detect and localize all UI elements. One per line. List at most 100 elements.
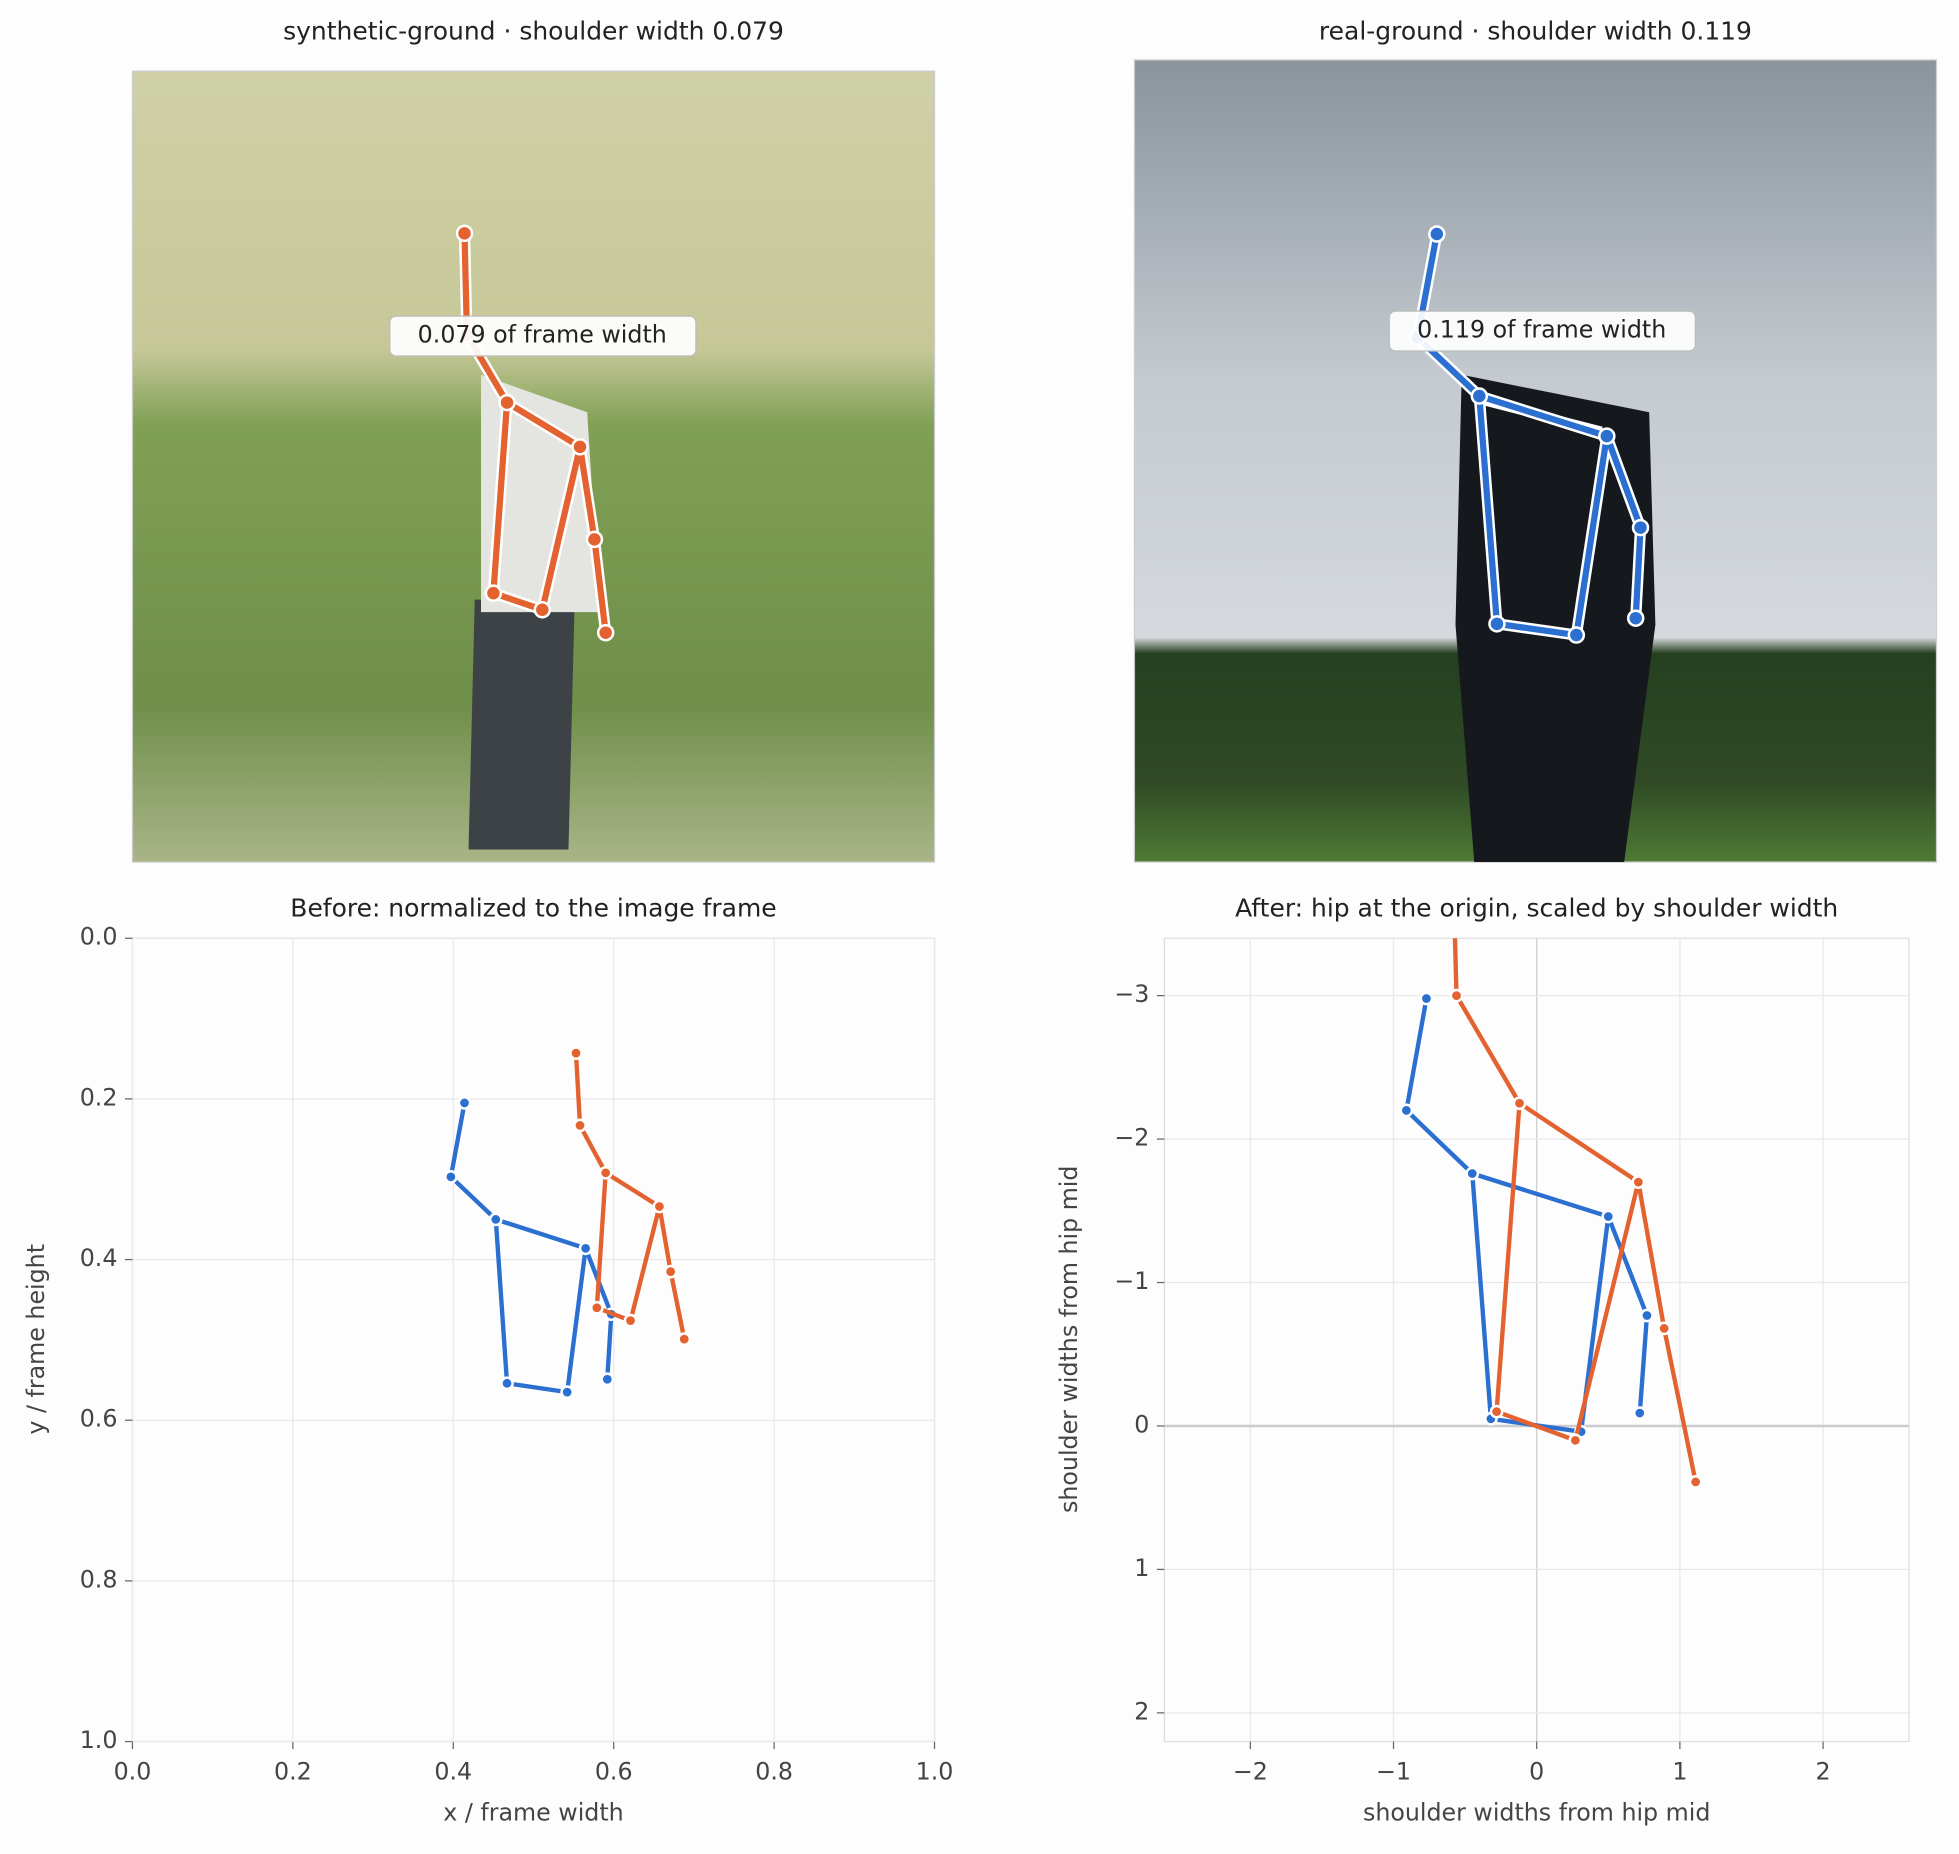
keypoint — [1470, 387, 1489, 405]
bone — [1632, 524, 1644, 622]
bone — [1404, 996, 1429, 1113]
x-tick-label: 0.4 — [434, 1757, 472, 1785]
bone — [573, 1050, 583, 1128]
keypoint — [1657, 1321, 1672, 1336]
y-tick-label: 2 — [1134, 1697, 1149, 1725]
y-tick-label: 1.0 — [80, 1726, 118, 1754]
bone — [1404, 1108, 1475, 1176]
y-axis-label: y / frame height — [22, 1244, 50, 1435]
keypoint — [1598, 427, 1616, 445]
annotation: 0.079 of frame width — [418, 321, 667, 349]
keypoint — [1419, 991, 1434, 1006]
bone — [577, 1123, 608, 1175]
keypoint — [1428, 225, 1446, 243]
bone — [1661, 1326, 1698, 1485]
y-tick-label: −1 — [1114, 1267, 1149, 1295]
y-tick-label: 0.0 — [80, 923, 118, 951]
keypoint — [1567, 626, 1586, 644]
x-tick-label: 0.2 — [274, 1757, 312, 1785]
keypoint — [578, 1241, 593, 1256]
bone — [603, 1170, 662, 1209]
keypoint — [484, 584, 503, 602]
bone — [1606, 1214, 1650, 1318]
panel-title: After: hip at the origin, scaled by shou… — [1235, 894, 1838, 923]
keypoint — [573, 1118, 587, 1133]
bone — [605, 1312, 614, 1382]
x-tick-label: −1 — [1376, 1757, 1411, 1785]
bone — [1517, 1101, 1641, 1185]
bone — [1494, 1409, 1578, 1443]
keypoint — [1488, 615, 1506, 633]
keypoint — [585, 530, 604, 549]
keypoint — [455, 224, 474, 243]
marks: 0.0 0.2 0.4 0.6 0.8 1.0 0.0 0.2 0.4 0.6 0.8 1.0 −2 −1… — [80, 224, 1910, 1785]
bone — [493, 1217, 588, 1251]
x-tick-label: 0.0 — [114, 1757, 152, 1785]
y-tick-label: 1 — [1134, 1554, 1149, 1582]
annotation-box — [1388, 310, 1696, 352]
series-group — [444, 1046, 692, 1399]
bone — [1470, 1171, 1494, 1421]
bone — [448, 1100, 467, 1180]
keypoint — [498, 393, 516, 412]
bone — [1493, 620, 1580, 639]
keypoint — [1640, 1308, 1654, 1323]
person — [1455, 374, 1656, 863]
x-tick-label: 1 — [1672, 1757, 1687, 1785]
bone — [1452, 938, 1459, 998]
bone — [504, 1381, 570, 1395]
keypoint — [488, 1212, 503, 1227]
keypoint — [444, 1169, 458, 1184]
bone — [1494, 1101, 1522, 1414]
keypoint — [596, 623, 615, 642]
bone — [1470, 1171, 1611, 1219]
bone — [1476, 392, 1501, 627]
panel-title: real-ground · shoulder width 0.119 — [1319, 16, 1752, 45]
keypoint — [1631, 1175, 1646, 1189]
x-tick-label: 1.0 — [916, 1757, 954, 1785]
x-tick-label: 0.8 — [755, 1757, 793, 1785]
bone — [1476, 392, 1610, 440]
keypoint — [1632, 1406, 1647, 1420]
bone — [1637, 1313, 1650, 1416]
bone — [591, 536, 609, 636]
bone — [668, 1269, 687, 1342]
bone — [503, 399, 584, 450]
bone — [594, 1170, 608, 1310]
bone — [539, 443, 584, 613]
figure-legs — [468, 599, 575, 850]
y-tick-label: 0.6 — [80, 1405, 118, 1433]
bone — [1636, 1179, 1667, 1331]
bone — [1573, 433, 1610, 639]
bone — [493, 1217, 510, 1386]
keypoint — [569, 1046, 583, 1060]
y-tick-label: 0.4 — [80, 1244, 118, 1272]
keypoint — [500, 1376, 514, 1391]
y-tick-label: −3 — [1114, 980, 1149, 1008]
keypoint — [1489, 1404, 1504, 1419]
keypoint — [457, 1096, 472, 1110]
bone — [490, 399, 511, 597]
bone — [564, 1246, 588, 1395]
plot-area — [131, 937, 936, 1743]
series-group — [1399, 938, 1703, 1489]
keypoint — [677, 1332, 692, 1346]
bone — [1573, 1179, 1641, 1443]
panel-title: synthetic-ground · shoulder width 0.079 — [283, 16, 784, 45]
x-tick-label: 2 — [1816, 1757, 1831, 1785]
bone — [1454, 993, 1522, 1106]
y-tick-label: 0.8 — [80, 1565, 118, 1593]
x-axis-label: x / frame width — [443, 1799, 623, 1827]
y-tick-label: 0 — [1134, 1410, 1149, 1438]
x-tick-label: 0 — [1529, 1757, 1544, 1785]
keypoint — [571, 438, 589, 456]
bone — [448, 1174, 498, 1222]
keypoint — [1399, 1103, 1414, 1118]
x-axis-label: shoulder widths from hip mid — [1363, 1799, 1710, 1827]
x-tick-label: 0.6 — [595, 1757, 633, 1785]
keypoint — [1465, 1166, 1480, 1181]
annotation: 0.119 of frame width — [1417, 316, 1666, 344]
keypoint — [533, 601, 552, 619]
keypoint — [623, 1313, 638, 1328]
